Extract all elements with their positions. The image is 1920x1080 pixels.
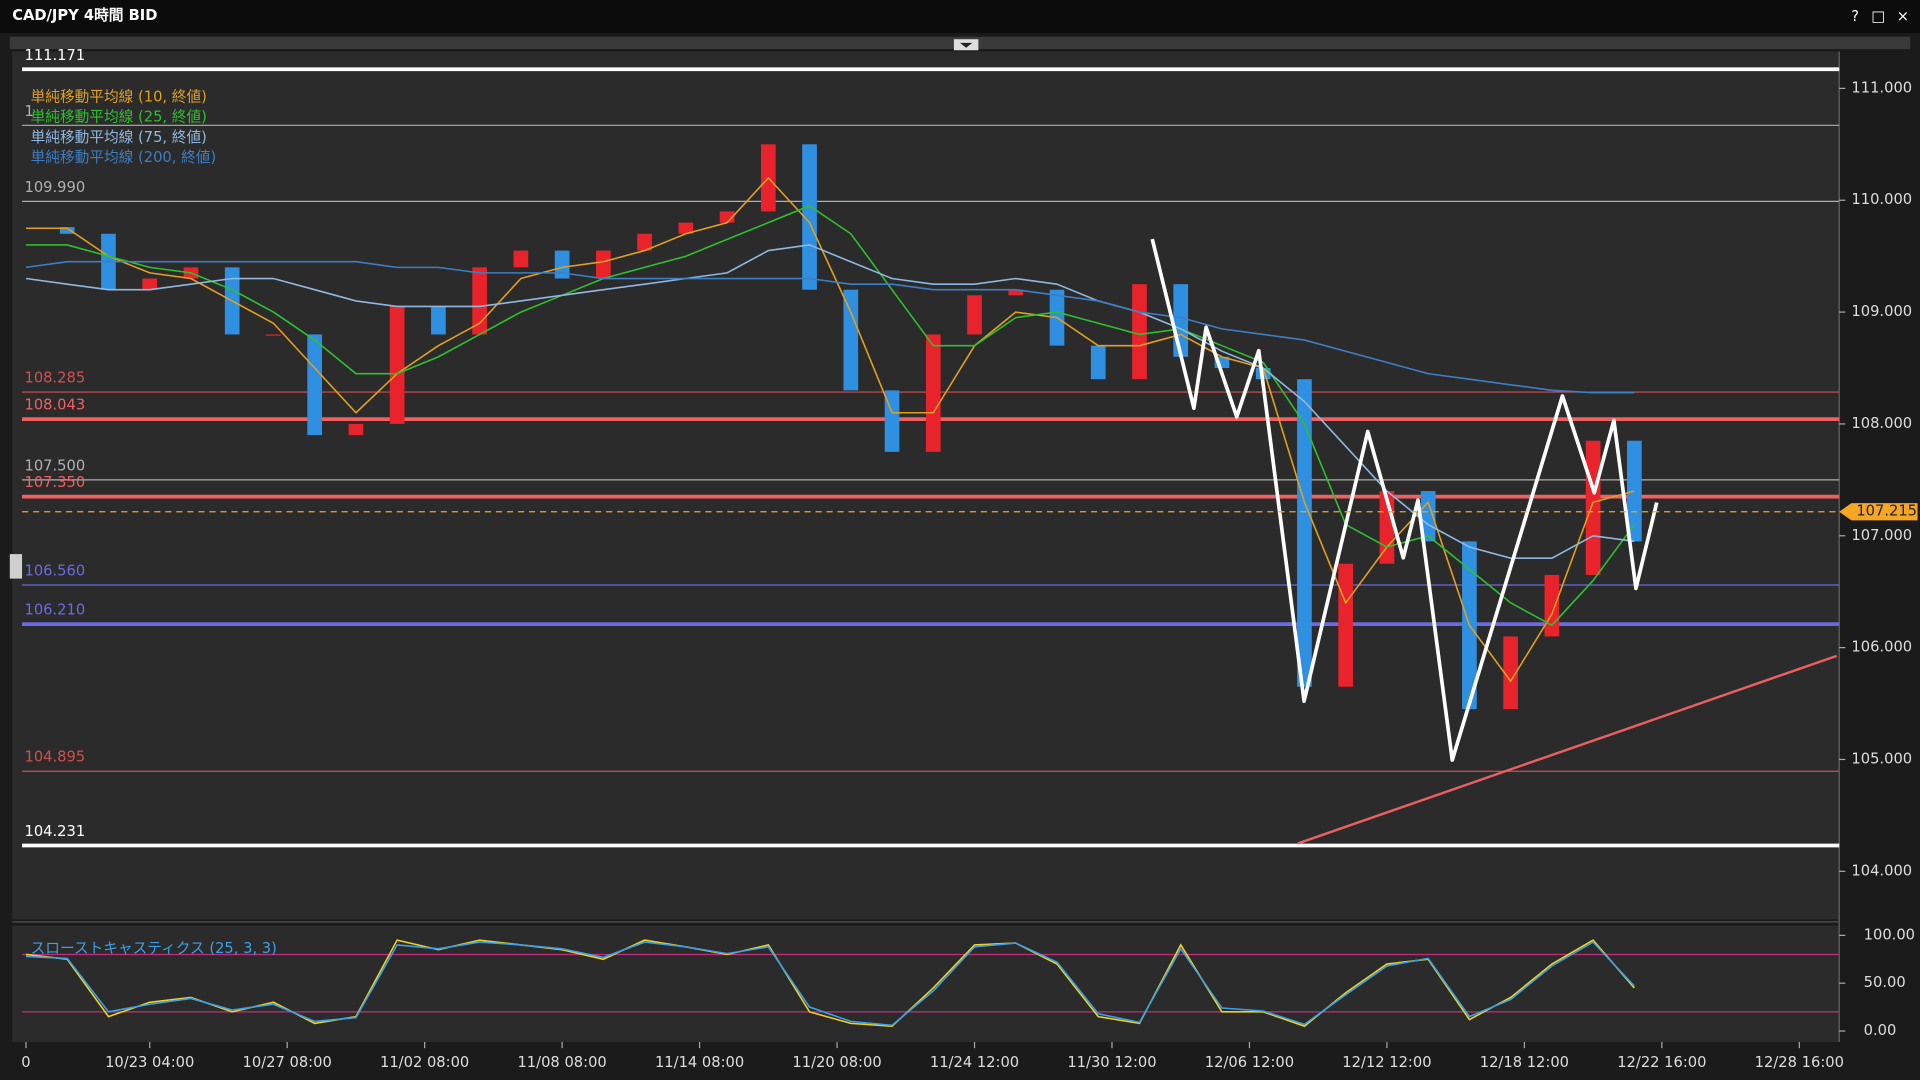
level-label: 1 xyxy=(24,103,33,120)
candle xyxy=(1338,563,1354,687)
candle xyxy=(967,295,982,335)
series-line xyxy=(25,244,1635,559)
series-line xyxy=(25,204,1635,627)
stoch-plot-bg xyxy=(12,925,1840,1042)
y-tick-label: 111.000 xyxy=(1851,79,1912,96)
candle xyxy=(1090,345,1106,380)
x-tick-label: 0 xyxy=(21,1054,30,1071)
candle xyxy=(925,334,941,452)
series-line xyxy=(25,176,1635,683)
collapse-arrow xyxy=(960,42,973,48)
legend-entry: 単純移動平均線 (10, 終値) xyxy=(31,88,207,105)
candle xyxy=(554,250,570,279)
candle xyxy=(1420,491,1436,542)
x-tick-label: 11/20 08:00 xyxy=(792,1054,881,1071)
x-tick-label: 10/27 08:00 xyxy=(243,1054,332,1071)
candle xyxy=(513,250,529,268)
level-label: 106.560 xyxy=(24,563,85,580)
x-tick-label: 12/18 12:00 xyxy=(1480,1054,1569,1071)
candle xyxy=(1544,574,1560,637)
candle xyxy=(472,267,487,335)
y-tick-label: 100.00 xyxy=(1864,926,1915,943)
y-tick-label: 105.000 xyxy=(1851,750,1912,767)
y-tick-label: 108.000 xyxy=(1851,415,1912,432)
candle xyxy=(719,211,735,223)
x-tick-label: 12/12 12:00 xyxy=(1342,1054,1431,1071)
candle xyxy=(1008,289,1024,296)
title-bar xyxy=(0,0,1920,34)
series-line xyxy=(25,260,1635,394)
level-label: 111.171 xyxy=(24,47,85,64)
candle xyxy=(1503,636,1518,710)
candle xyxy=(389,306,405,424)
y-tick-label: 104.000 xyxy=(1851,862,1912,879)
y-tick-label: 106.000 xyxy=(1851,639,1912,656)
level-label: 104.231 xyxy=(24,823,85,840)
side-toggle[interactable] xyxy=(9,554,23,579)
x-tick-label: 10/23 04:00 xyxy=(105,1054,194,1071)
candle xyxy=(431,306,446,335)
level-label: 107.500 xyxy=(24,457,85,474)
level-label: 104.895 xyxy=(24,749,85,766)
candle xyxy=(266,334,281,336)
main-plot: 111.1711109.990108.285108.043107.500107.… xyxy=(21,47,1915,1071)
level-label: 107.350 xyxy=(24,474,85,491)
candle xyxy=(802,144,817,290)
x-tick-label: 11/30 12:00 xyxy=(1067,1054,1156,1071)
maximize-button[interactable]: □ xyxy=(1871,8,1885,25)
level-label: 106.210 xyxy=(24,602,85,619)
y-tick-label: 109.000 xyxy=(1851,303,1912,320)
x-tick-label: 11/14 08:00 xyxy=(655,1054,744,1071)
candle xyxy=(678,222,694,234)
window-title: CAD/JPY 4時間 BID xyxy=(12,6,157,24)
y-tick-label: 0.00 xyxy=(1864,1022,1897,1039)
x-tick-label: 12/28 16:00 xyxy=(1755,1054,1844,1071)
x-tick-label: 12/22 16:00 xyxy=(1617,1054,1706,1071)
candle xyxy=(59,227,75,234)
candle xyxy=(307,334,323,436)
legend-entry: 単純移動平均線 (200, 終値) xyxy=(31,149,217,166)
level-label: 108.285 xyxy=(24,370,85,387)
help-button[interactable]: ? xyxy=(1851,8,1859,25)
x-tick-label: 11/02 08:00 xyxy=(380,1054,469,1071)
stoch-title: スローストキャスティクス (25, 3, 3) xyxy=(31,940,277,957)
legend-entry: 単純移動平均線 (25, 終値) xyxy=(31,109,207,126)
candle xyxy=(1627,440,1642,542)
candle xyxy=(637,233,652,251)
candle xyxy=(596,250,611,279)
level-label: 108.043 xyxy=(24,397,85,414)
close-button[interactable]: × xyxy=(1897,8,1909,25)
main-plot-bg xyxy=(12,51,1840,920)
series-line xyxy=(25,941,1635,1027)
x-tick-label: 11/08 08:00 xyxy=(517,1054,606,1071)
trend-line-drawing xyxy=(1297,654,1838,845)
y-tick-label: 50.00 xyxy=(1864,974,1906,991)
candle xyxy=(843,289,859,391)
candle xyxy=(142,278,158,290)
legend-entry: 単純移動平均線 (75, 終値) xyxy=(31,129,207,146)
overlay: 107.215 xyxy=(22,503,1918,521)
level-label: 109.990 xyxy=(24,179,85,196)
candle xyxy=(348,423,364,436)
candle xyxy=(1173,284,1189,357)
candle xyxy=(1297,379,1312,687)
candle xyxy=(1585,440,1601,575)
candle xyxy=(1214,356,1230,369)
current-price-label: 107.215 xyxy=(1856,503,1917,520)
zigzag-drawing xyxy=(1150,238,1659,762)
y-tick-label: 110.000 xyxy=(1851,191,1912,208)
y-tick-label: 107.000 xyxy=(1851,527,1912,544)
current-price-tag xyxy=(1839,503,1918,521)
x-tick-label: 11/24 12:00 xyxy=(930,1054,1019,1071)
x-tick-label: 12/06 12:00 xyxy=(1205,1054,1294,1071)
candle xyxy=(1132,284,1147,380)
